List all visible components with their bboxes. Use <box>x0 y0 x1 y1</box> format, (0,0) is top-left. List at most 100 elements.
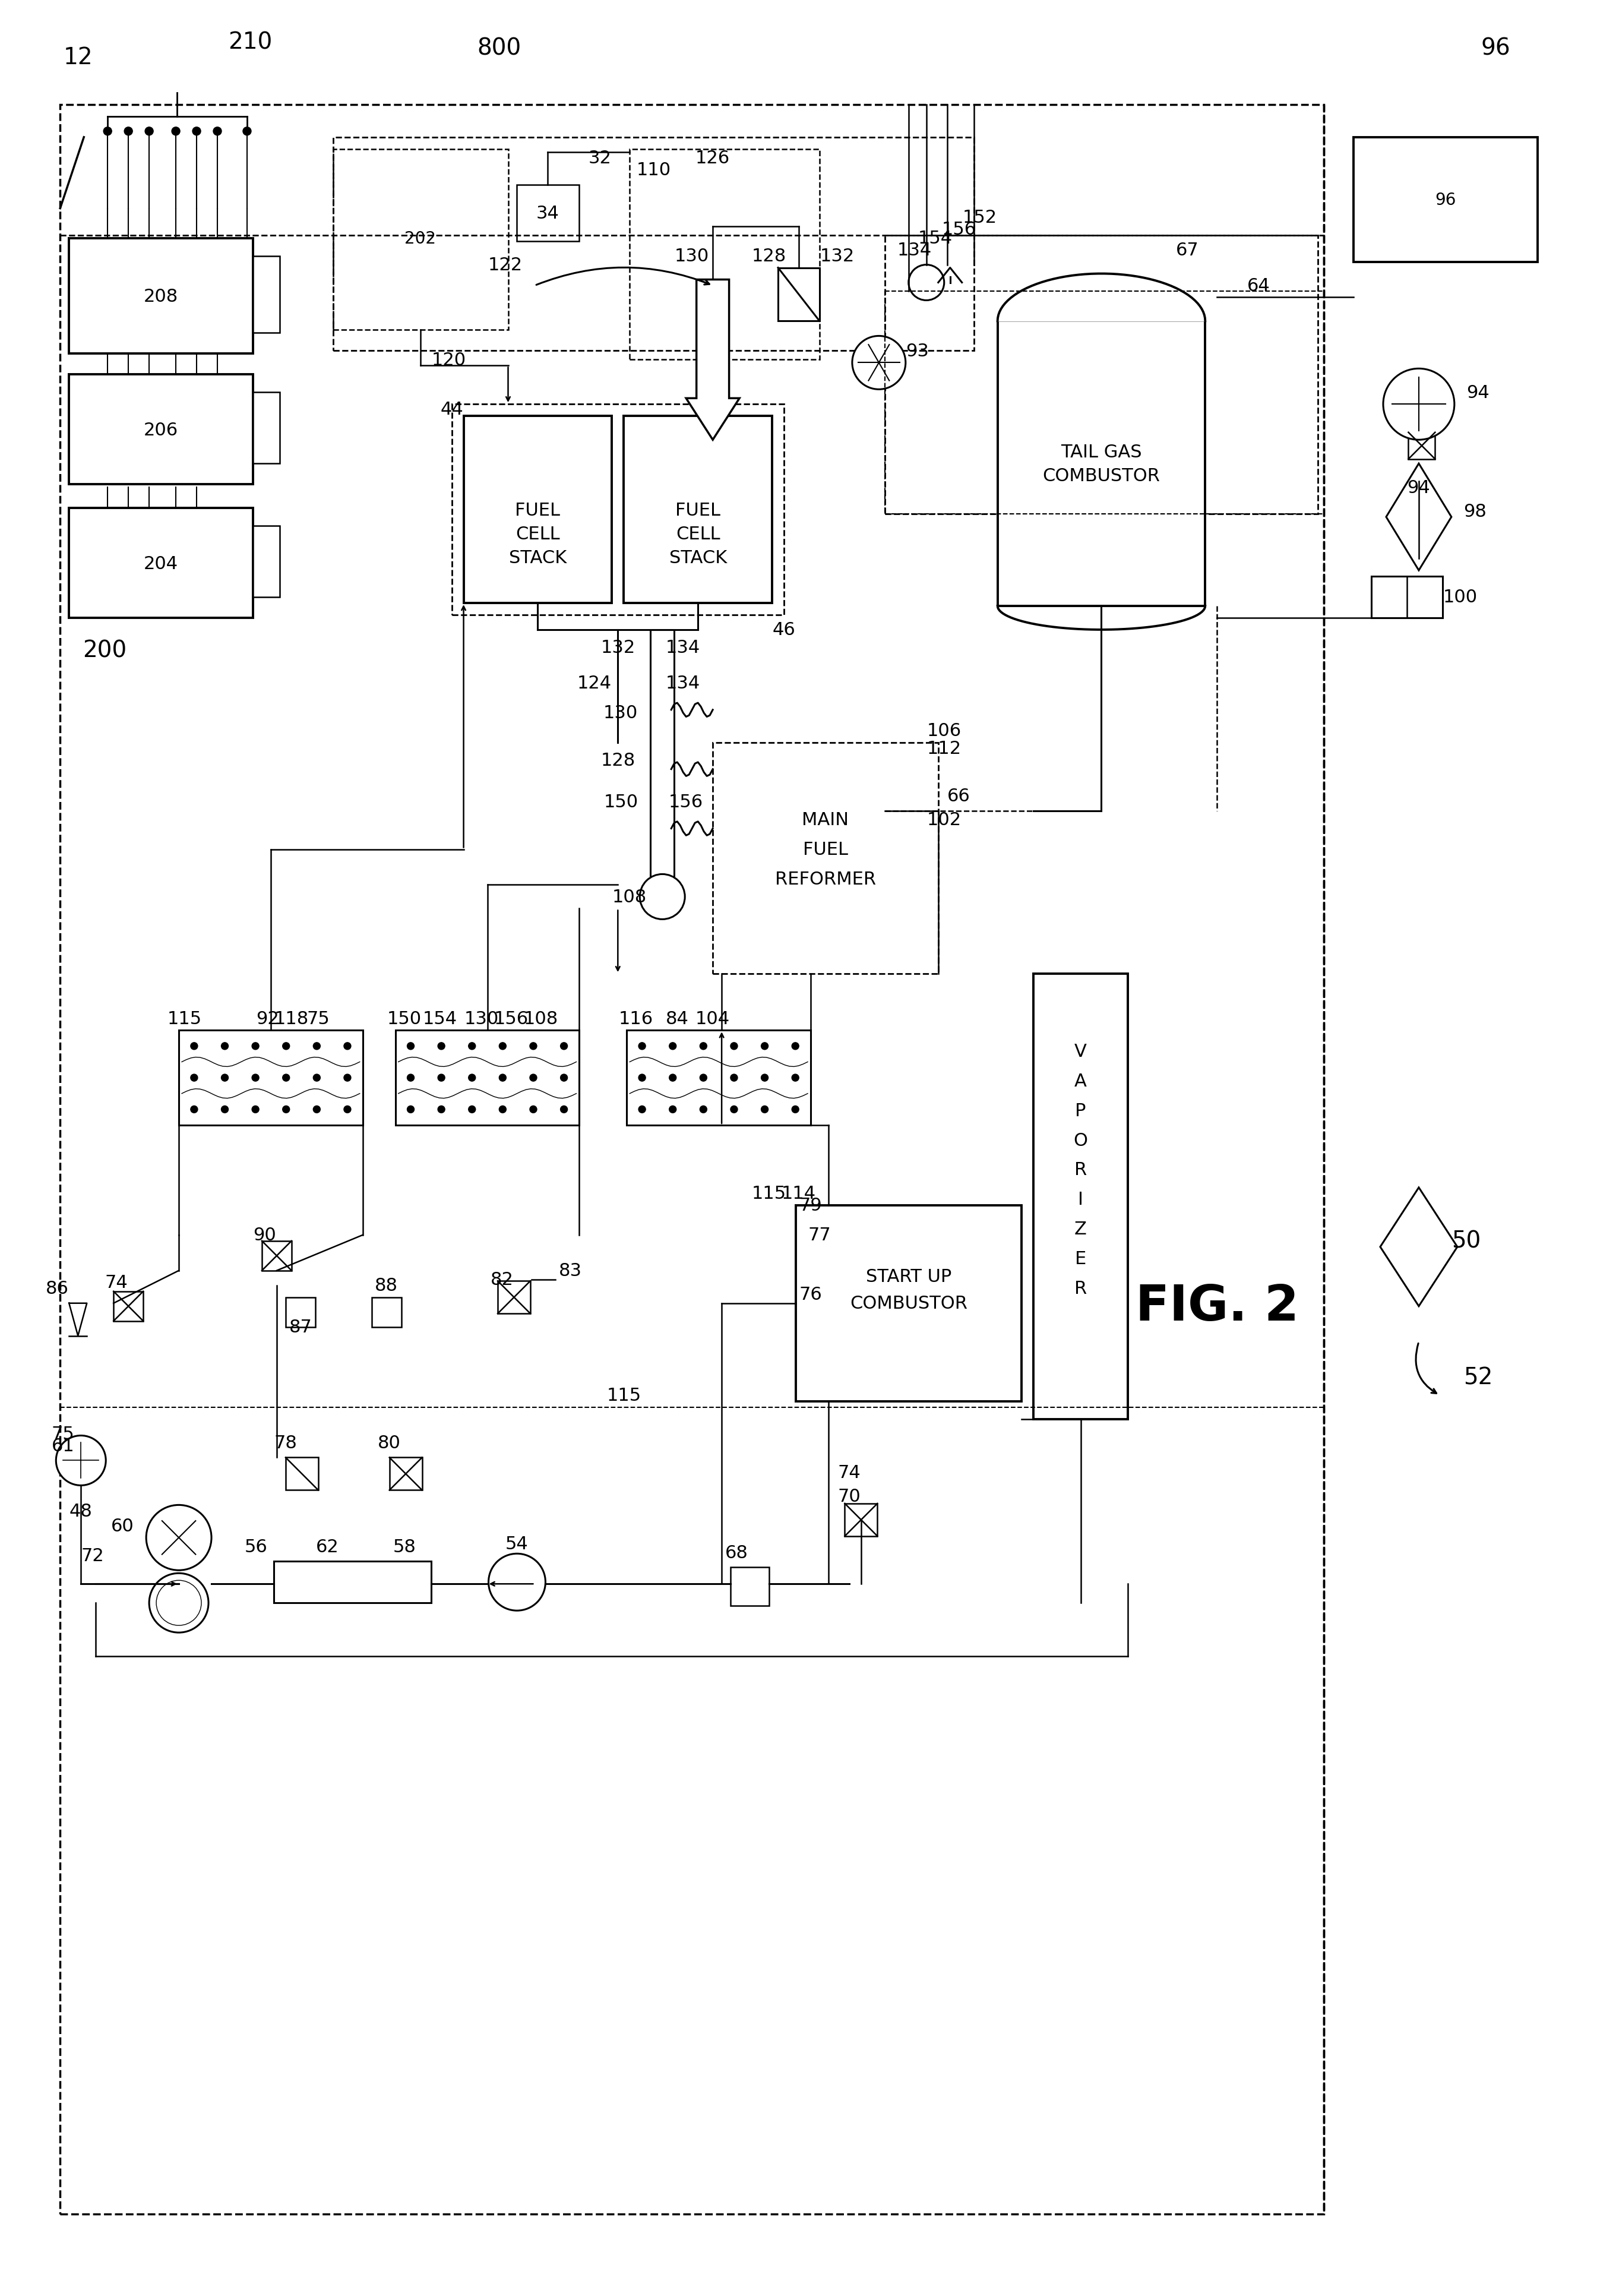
Text: 116: 116 <box>618 1010 653 1026</box>
Bar <box>1372 576 1442 618</box>
Text: 102: 102 <box>926 810 961 829</box>
Text: 108: 108 <box>524 1010 557 1026</box>
Bar <box>998 321 1206 606</box>
Text: 62: 62 <box>316 1538 339 1554</box>
Text: 112: 112 <box>926 739 961 758</box>
Text: 88: 88 <box>375 1277 398 1295</box>
Text: 78: 78 <box>275 1435 297 1451</box>
Text: 128: 128 <box>600 753 636 769</box>
Text: 79: 79 <box>798 1196 822 1215</box>
Text: 66: 66 <box>947 788 971 806</box>
Circle shape <box>468 1075 476 1081</box>
Circle shape <box>157 1580 201 1626</box>
Circle shape <box>407 1075 414 1081</box>
Text: 61: 61 <box>51 1437 75 1453</box>
Text: 800: 800 <box>478 37 521 60</box>
Circle shape <box>762 1107 768 1114</box>
Circle shape <box>500 1075 506 1081</box>
Text: 76: 76 <box>798 1286 822 1304</box>
Bar <box>334 138 974 351</box>
Circle shape <box>438 1042 446 1049</box>
Circle shape <box>222 1042 228 1049</box>
Text: 122: 122 <box>487 257 522 273</box>
Text: COMBUSTOR: COMBUSTOR <box>1043 466 1159 484</box>
Bar <box>69 374 252 484</box>
Circle shape <box>561 1042 567 1049</box>
Circle shape <box>669 1042 676 1049</box>
Bar <box>390 1458 422 1490</box>
Text: 44: 44 <box>441 402 463 418</box>
Circle shape <box>639 1042 645 1049</box>
Text: 100: 100 <box>1444 588 1477 606</box>
Text: 150: 150 <box>386 1010 422 1026</box>
Text: 104: 104 <box>696 1010 730 1026</box>
Circle shape <box>190 1075 198 1081</box>
Bar <box>626 1031 811 1125</box>
Text: 70: 70 <box>838 1488 861 1504</box>
Text: 150: 150 <box>604 794 639 810</box>
Text: 108: 108 <box>612 889 647 905</box>
Circle shape <box>343 1042 351 1049</box>
Circle shape <box>500 1042 506 1049</box>
Circle shape <box>1383 370 1455 441</box>
Text: 87: 87 <box>289 1318 311 1336</box>
Text: 115: 115 <box>607 1387 640 1405</box>
Text: 46: 46 <box>773 622 795 638</box>
Bar <box>113 1293 144 1320</box>
Text: 86: 86 <box>46 1279 69 1297</box>
Bar <box>452 404 784 615</box>
Circle shape <box>699 1042 707 1049</box>
Circle shape <box>468 1042 476 1049</box>
Circle shape <box>193 129 201 135</box>
Circle shape <box>669 1107 676 1114</box>
Text: 130: 130 <box>604 705 639 721</box>
Text: 204: 204 <box>144 556 179 572</box>
Circle shape <box>468 1107 476 1114</box>
Text: V: V <box>1075 1042 1088 1061</box>
Circle shape <box>172 129 180 135</box>
Text: FUEL: FUEL <box>676 501 720 519</box>
Text: 132: 132 <box>821 248 854 264</box>
Circle shape <box>639 1107 645 1114</box>
Text: 48: 48 <box>69 1502 93 1520</box>
Text: 84: 84 <box>666 1010 688 1026</box>
Bar <box>517 186 580 241</box>
Circle shape <box>561 1107 567 1114</box>
Bar <box>334 149 508 331</box>
Text: Z: Z <box>1075 1221 1088 1238</box>
Text: COMBUSTOR: COMBUSTOR <box>850 1295 968 1311</box>
Circle shape <box>283 1042 289 1049</box>
Text: STACK: STACK <box>669 549 727 567</box>
Circle shape <box>313 1107 321 1114</box>
Circle shape <box>762 1042 768 1049</box>
Text: P: P <box>1075 1102 1086 1118</box>
Text: 106: 106 <box>926 723 961 739</box>
Polygon shape <box>1380 1187 1458 1306</box>
Text: 12: 12 <box>64 46 93 69</box>
Circle shape <box>125 129 133 135</box>
Circle shape <box>730 1042 738 1049</box>
Text: 64: 64 <box>1247 278 1270 294</box>
Text: A: A <box>1075 1072 1088 1091</box>
Circle shape <box>222 1107 228 1114</box>
Bar <box>372 1297 401 1327</box>
Circle shape <box>792 1042 798 1049</box>
Text: 110: 110 <box>636 161 671 179</box>
Circle shape <box>252 1107 259 1114</box>
Text: 134: 134 <box>666 675 701 691</box>
Text: 118: 118 <box>275 1010 308 1026</box>
Text: 32: 32 <box>589 149 612 168</box>
Bar <box>69 239 252 354</box>
Text: 202: 202 <box>404 230 436 246</box>
Circle shape <box>530 1107 537 1114</box>
Text: 132: 132 <box>600 638 636 657</box>
Bar <box>1409 434 1436 459</box>
Circle shape <box>283 1107 289 1114</box>
Text: 114: 114 <box>781 1185 816 1203</box>
Circle shape <box>313 1042 321 1049</box>
Bar <box>286 1458 318 1490</box>
Circle shape <box>561 1075 567 1081</box>
Text: 52: 52 <box>1463 1366 1493 1389</box>
Bar <box>629 149 819 360</box>
Text: FUEL: FUEL <box>803 840 848 859</box>
